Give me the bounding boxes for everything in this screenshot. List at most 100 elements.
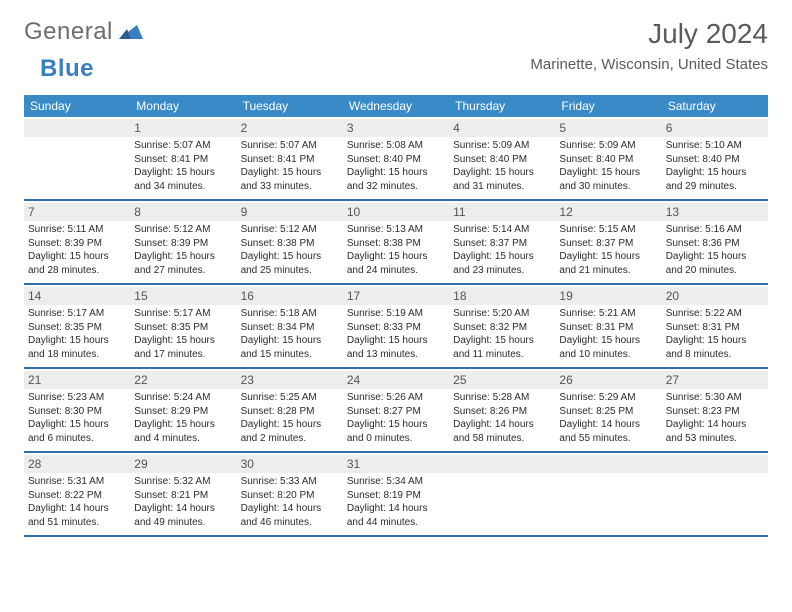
- day-number: [24, 119, 130, 137]
- calendar-day: 29 Sunrise: 5:32 AMSunset: 8:21 PMDayligh…: [130, 453, 236, 535]
- day-number: 25: [449, 371, 555, 389]
- day-number: 12: [555, 203, 661, 221]
- calendar-day: 4 Sunrise: 5:09 AMSunset: 8:40 PMDaylight…: [449, 117, 555, 199]
- calendar-day: 13Sunrise: 5:16 AMSunset: 8:36 PMDayligh…: [662, 201, 768, 283]
- calendar-week: 21 Sunrise: 5:23 AMSunset: 8:30 PMDayligh…: [24, 369, 768, 453]
- day-number: 9: [237, 203, 343, 221]
- calendar-day: 21 Sunrise: 5:23 AMSunset: 8:30 PMDayligh…: [24, 369, 130, 451]
- day-number: 24: [343, 371, 449, 389]
- day-number: 5: [555, 119, 661, 137]
- calendar-day: 25Sunrise: 5:28 AMSunset: 8:26 PMDayligh…: [449, 369, 555, 451]
- logo: General: [24, 18, 145, 46]
- day-info: Sunrise: 5:23 AMSunset: 8:30 PMDaylight:…: [28, 391, 126, 445]
- day-number: 13: [662, 203, 768, 221]
- day-info: Sunrise: 5:14 AMSunset: 8:37 PMDaylight:…: [453, 223, 551, 277]
- day-info: Sunrise: 5:24 AMSunset: 8:29 PMDaylight:…: [134, 391, 232, 445]
- day-number: 21: [24, 371, 130, 389]
- day-info: Sunrise: 5:07 AMSunset: 8:41 PMDaylight:…: [134, 139, 232, 193]
- day-number: 22: [130, 371, 236, 389]
- calendar-day: 9 Sunrise: 5:12 AMSunset: 8:38 PMDaylight…: [237, 201, 343, 283]
- day-info: Sunrise: 5:19 AMSunset: 8:33 PMDaylight:…: [347, 307, 445, 361]
- calendar-week: 7Sunrise: 5:11 AMSunset: 8:39 PMDaylight…: [24, 201, 768, 285]
- days-of-week-row: SundayMondayTuesdayWednesdayThursdayFrid…: [24, 95, 768, 117]
- day-info: Sunrise: 5:09 AMSunset: 8:40 PMDaylight:…: [453, 139, 551, 193]
- calendar-day: 5 Sunrise: 5:09 AMSunset: 8:40 PMDaylight…: [555, 117, 661, 199]
- calendar-week: 28Sunrise: 5:31 AMSunset: 8:22 PMDayligh…: [24, 453, 768, 537]
- day-number: 11: [449, 203, 555, 221]
- calendar-day: 15 Sunrise: 5:17 AMSunset: 8:35 PMDayligh…: [130, 285, 236, 367]
- day-number: 27: [662, 371, 768, 389]
- calendar-day: 6Sunrise: 5:10 AMSunset: 8:40 PMDaylight…: [662, 117, 768, 199]
- day-number: 30: [237, 455, 343, 473]
- day-number: [662, 455, 768, 473]
- day-info: Sunrise: 5:12 AMSunset: 8:39 PMDaylight:…: [134, 223, 232, 277]
- day-info: Sunrise: 5:18 AMSunset: 8:34 PMDaylight:…: [241, 307, 339, 361]
- day-info: Sunrise: 5:32 AMSunset: 8:21 PMDaylight:…: [134, 475, 232, 529]
- day-number: 29: [130, 455, 236, 473]
- day-number: [449, 455, 555, 473]
- day-number: 20: [662, 287, 768, 305]
- day-number: 14: [24, 287, 130, 305]
- day-info: Sunrise: 5:30 AMSunset: 8:23 PMDaylight:…: [666, 391, 764, 445]
- logo-text-general: General: [24, 18, 113, 46]
- day-info: Sunrise: 5:15 AMSunset: 8:37 PMDaylight:…: [559, 223, 657, 277]
- day-number: 4: [449, 119, 555, 137]
- calendar-day: 16 Sunrise: 5:18 AMSunset: 8:34 PMDayligh…: [237, 285, 343, 367]
- day-number: 1: [130, 119, 236, 137]
- calendar-day: 17 Sunrise: 5:19 AMSunset: 8:33 PMDayligh…: [343, 285, 449, 367]
- day-number: 8: [130, 203, 236, 221]
- month-title: July 2024: [530, 18, 768, 50]
- calendar-day: 11 Sunrise: 5:14 AMSunset: 8:37 PMDayligh…: [449, 201, 555, 283]
- calendar-day: 19Sunrise: 5:21 AMSunset: 8:31 PMDayligh…: [555, 285, 661, 367]
- calendar-day: 26 Sunrise: 5:29 AMSunset: 8:25 PMDayligh…: [555, 369, 661, 451]
- dow-header: Sunday: [24, 95, 130, 117]
- day-info: Sunrise: 5:29 AMSunset: 8:25 PMDaylight:…: [559, 391, 657, 445]
- day-info: Sunrise: 5:11 AMSunset: 8:39 PMDaylight:…: [28, 223, 126, 277]
- location-text: Marinette, Wisconsin, United States: [530, 56, 768, 73]
- dow-header: Friday: [555, 95, 661, 117]
- calendar-day: 12 Sunrise: 5:15 AMSunset: 8:37 PMDayligh…: [555, 201, 661, 283]
- day-number: 23: [237, 371, 343, 389]
- calendar-week: 14Sunrise: 5:17 AMSunset: 8:35 PMDayligh…: [24, 285, 768, 369]
- calendar-day: 20 Sunrise: 5:22 AMSunset: 8:31 PMDayligh…: [662, 285, 768, 367]
- dow-header: Wednesday: [343, 95, 449, 117]
- day-number: 19: [555, 287, 661, 305]
- calendar-week: 1 Sunrise: 5:07 AMSunset: 8:41 PMDaylight…: [24, 117, 768, 201]
- calendar-day: 10Sunrise: 5:13 AMSunset: 8:38 PMDayligh…: [343, 201, 449, 283]
- title-block: July 2024 Marinette, Wisconsin, United S…: [530, 18, 768, 73]
- calendar-empty-cell: [449, 453, 555, 535]
- day-info: Sunrise: 5:25 AMSunset: 8:28 PMDaylight:…: [241, 391, 339, 445]
- calendar-day: 18Sunrise: 5:20 AMSunset: 8:32 PMDayligh…: [449, 285, 555, 367]
- day-number: 16: [237, 287, 343, 305]
- logo-mark-icon: [119, 21, 143, 44]
- calendar-day: 2Sunrise: 5:07 AMSunset: 8:41 PMDaylight…: [237, 117, 343, 199]
- day-number: 17: [343, 287, 449, 305]
- day-info: Sunrise: 5:12 AMSunset: 8:38 PMDaylight:…: [241, 223, 339, 277]
- calendar-day: 1 Sunrise: 5:07 AMSunset: 8:41 PMDaylight…: [130, 117, 236, 199]
- day-info: Sunrise: 5:22 AMSunset: 8:31 PMDaylight:…: [666, 307, 764, 361]
- dow-header: Monday: [130, 95, 236, 117]
- calendar-day: 28Sunrise: 5:31 AMSunset: 8:22 PMDayligh…: [24, 453, 130, 535]
- dow-header: Saturday: [662, 95, 768, 117]
- day-number: 15: [130, 287, 236, 305]
- day-info: Sunrise: 5:08 AMSunset: 8:40 PMDaylight:…: [347, 139, 445, 193]
- day-info: Sunrise: 5:09 AMSunset: 8:40 PMDaylight:…: [559, 139, 657, 193]
- dow-header: Thursday: [449, 95, 555, 117]
- calendar-day: 24 Sunrise: 5:26 AMSunset: 8:27 PMDayligh…: [343, 369, 449, 451]
- calendar-day: 31Sunrise: 5:34 AMSunset: 8:19 PMDayligh…: [343, 453, 449, 535]
- day-info: Sunrise: 5:33 AMSunset: 8:20 PMDaylight:…: [241, 475, 339, 529]
- day-number: 28: [24, 455, 130, 473]
- day-number: 31: [343, 455, 449, 473]
- day-number: 26: [555, 371, 661, 389]
- dow-header: Tuesday: [237, 95, 343, 117]
- calendar-day: 27 Sunrise: 5:30 AMSunset: 8:23 PMDayligh…: [662, 369, 768, 451]
- calendar-day: 8 Sunrise: 5:12 AMSunset: 8:39 PMDaylight…: [130, 201, 236, 283]
- day-info: Sunrise: 5:17 AMSunset: 8:35 PMDaylight:…: [28, 307, 126, 361]
- day-info: Sunrise: 5:13 AMSunset: 8:38 PMDaylight:…: [347, 223, 445, 277]
- calendar-weeks: 1 Sunrise: 5:07 AMSunset: 8:41 PMDaylight…: [24, 117, 768, 537]
- day-info: Sunrise: 5:17 AMSunset: 8:35 PMDaylight:…: [134, 307, 232, 361]
- calendar-day: 30 Sunrise: 5:33 AMSunset: 8:20 PMDayligh…: [237, 453, 343, 535]
- day-info: Sunrise: 5:26 AMSunset: 8:27 PMDaylight:…: [347, 391, 445, 445]
- day-number: 3: [343, 119, 449, 137]
- day-number: 6: [662, 119, 768, 137]
